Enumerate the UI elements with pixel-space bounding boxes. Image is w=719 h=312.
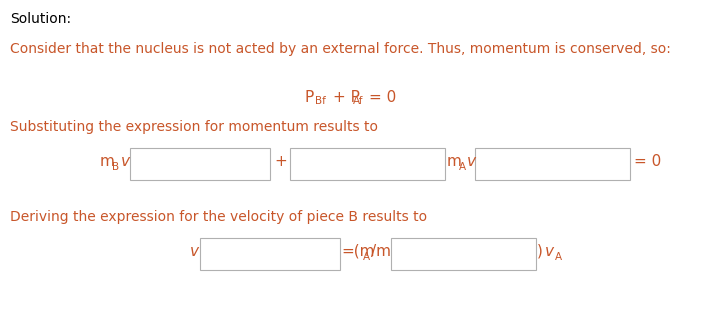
Text: A: A — [555, 252, 562, 262]
Text: Bf: Bf — [315, 96, 326, 106]
Text: ): ) — [537, 244, 543, 259]
Bar — [290, 148, 445, 180]
Text: v: v — [467, 154, 476, 169]
Text: P: P — [305, 90, 314, 105]
Text: m: m — [447, 154, 462, 169]
Text: + P: + P — [333, 90, 360, 105]
Text: v: v — [190, 244, 199, 259]
Text: Solution:: Solution: — [10, 12, 71, 26]
Text: v: v — [545, 244, 554, 259]
Text: v: v — [121, 154, 130, 169]
Text: m: m — [100, 154, 115, 169]
Text: Consider that the nucleus is not acted by an external force. Thus, momentum is c: Consider that the nucleus is not acted b… — [10, 42, 671, 56]
Text: = 0: = 0 — [369, 90, 396, 105]
Bar — [200, 238, 340, 270]
Text: A: A — [363, 252, 370, 262]
Text: +: + — [274, 154, 287, 169]
Text: = 0: = 0 — [634, 154, 661, 169]
Bar — [475, 148, 630, 180]
Text: /m: /m — [371, 244, 391, 259]
Text: =(m: =(m — [341, 244, 375, 259]
Text: Substituting the expression for momentum results to: Substituting the expression for momentum… — [10, 120, 378, 134]
Text: A: A — [459, 162, 466, 172]
Bar — [391, 238, 536, 270]
Bar — [130, 148, 270, 180]
Text: Af: Af — [353, 96, 364, 106]
Text: B: B — [112, 162, 119, 172]
Text: Deriving the expression for the velocity of piece B results to: Deriving the expression for the velocity… — [10, 210, 427, 224]
